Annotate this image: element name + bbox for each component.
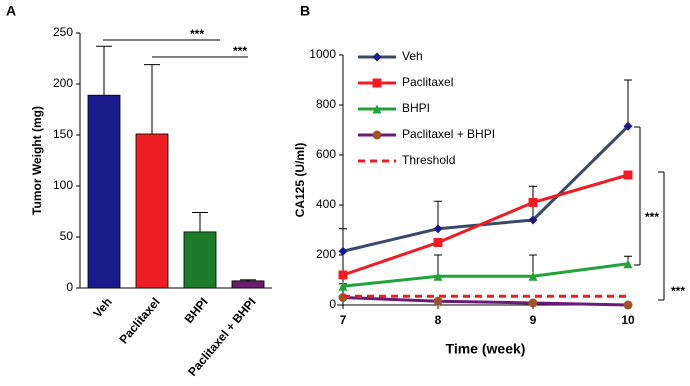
marker xyxy=(623,170,633,180)
marker xyxy=(338,281,348,291)
x-axis-label: Time (week) xyxy=(446,341,526,357)
y-axis-label: Tumor Weight (mg) xyxy=(30,106,44,215)
marker xyxy=(338,270,348,280)
y-tick-label: 200 xyxy=(53,76,73,90)
legend-label: Veh xyxy=(402,49,423,63)
y-tick-label: 0 xyxy=(66,280,73,294)
legend-label: Threshold xyxy=(402,153,455,167)
x-tick-label: BHPI xyxy=(182,295,211,326)
marker xyxy=(528,271,538,281)
marker xyxy=(623,300,633,310)
marker xyxy=(338,246,348,256)
marker xyxy=(372,130,382,140)
series-line xyxy=(342,296,629,307)
legend-label: Paclitaxel xyxy=(402,75,453,89)
y-tick-label: 0 xyxy=(329,297,336,311)
marker xyxy=(372,52,382,62)
marker xyxy=(623,121,633,131)
y-tick-label: 400 xyxy=(316,197,336,211)
y-tick-label: 200 xyxy=(316,247,336,261)
significance: *** xyxy=(190,27,204,41)
series-line xyxy=(342,125,630,253)
bar xyxy=(183,231,217,289)
y-tick-label: 150 xyxy=(53,127,73,141)
significance: *** xyxy=(233,44,247,58)
marker xyxy=(433,238,443,247)
bar xyxy=(231,280,265,289)
y-tick-label: 100 xyxy=(53,178,73,192)
x-tick-label: 8 xyxy=(435,313,442,327)
bar xyxy=(87,94,121,289)
series-line xyxy=(342,173,629,277)
marker xyxy=(372,104,382,114)
x-tick-label: 7 xyxy=(340,313,347,327)
marker xyxy=(433,296,443,306)
marker xyxy=(528,198,538,207)
y-tick-label: 250 xyxy=(53,25,73,39)
y-tick-label: 1000 xyxy=(309,47,336,61)
x-tick-label: 10 xyxy=(621,313,635,327)
y-tick-label: 50 xyxy=(60,229,74,243)
marker xyxy=(623,259,633,269)
panel-label: A xyxy=(6,3,16,19)
marker xyxy=(372,78,382,88)
significance: *** xyxy=(671,284,685,298)
marker xyxy=(528,215,538,225)
x-tick-label: Paclitaxel xyxy=(116,295,162,346)
x-tick-label: 9 xyxy=(530,313,537,327)
series-line xyxy=(342,262,629,288)
y-axis-label: CA125 (U/ml) xyxy=(293,143,307,218)
panel-label: B xyxy=(300,3,310,19)
legend-label: Paclitaxel + BHPI xyxy=(402,127,495,141)
significance: *** xyxy=(645,210,659,224)
marker xyxy=(433,224,443,234)
marker xyxy=(528,298,538,308)
marker xyxy=(433,271,443,281)
legend-label: BHPI xyxy=(402,101,430,115)
y-tick-label: 600 xyxy=(316,147,336,161)
x-tick-label: Veh xyxy=(90,295,114,320)
y-tick-label: 800 xyxy=(316,97,336,111)
bar xyxy=(135,133,169,289)
